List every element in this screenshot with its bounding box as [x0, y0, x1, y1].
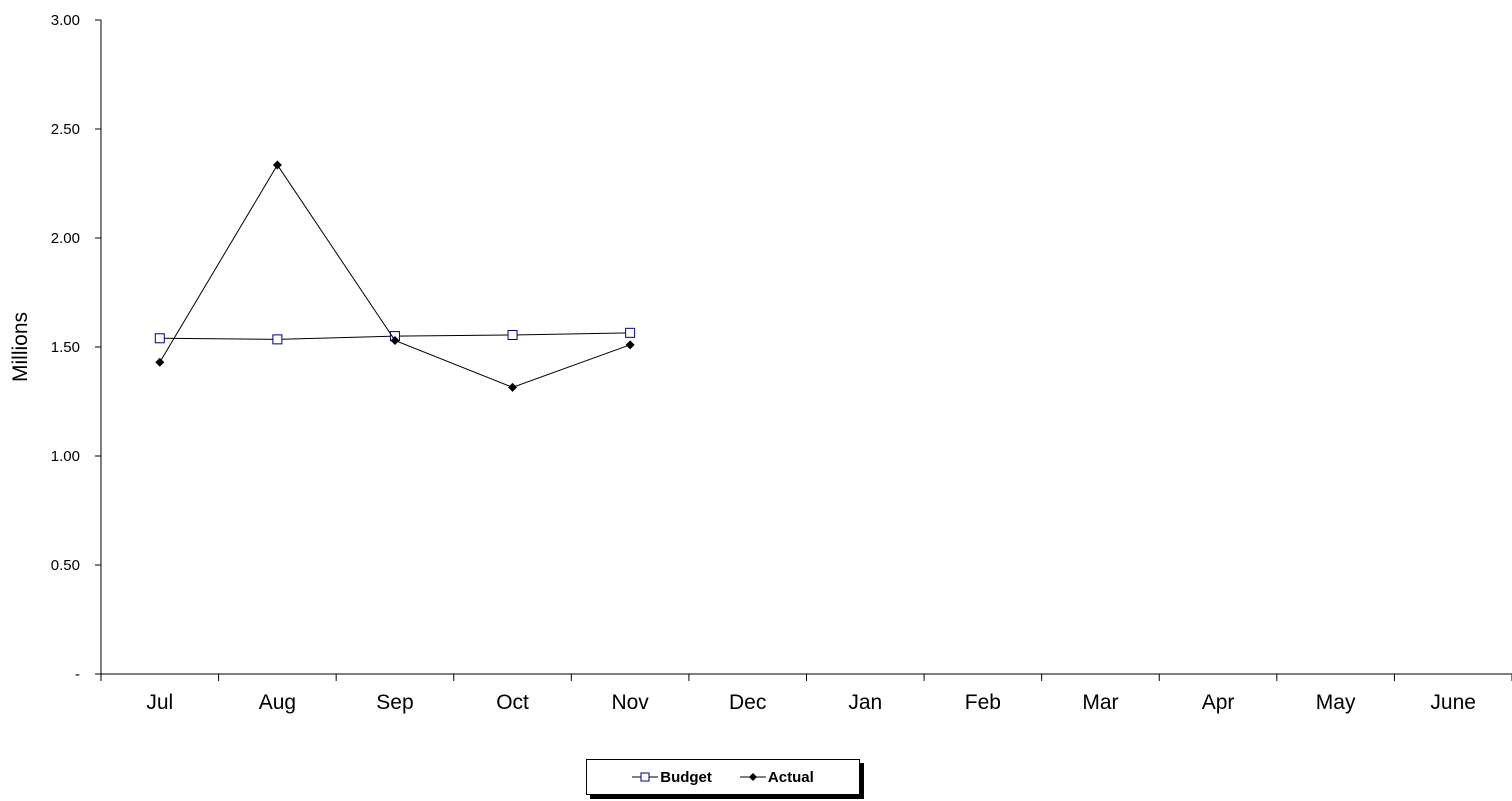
legend-item-budget: Budget [632, 769, 712, 786]
chart-axes [100, 20, 1512, 675]
data-point-budget [625, 327, 636, 338]
x-tick-label: Jul [146, 691, 173, 714]
data-point-budget [507, 330, 518, 341]
data-point-budget [154, 333, 165, 344]
legend-label-actual: Actual [767, 768, 814, 786]
y-tick-label: 1.00 [51, 448, 80, 465]
x-tick-label: Apr [1202, 691, 1235, 714]
data-point-actual [390, 335, 400, 345]
series-line-actual [159, 164, 631, 388]
data-point-actual [625, 340, 635, 350]
y-tick-label: 0.50 [51, 557, 80, 574]
data-point-actual [508, 382, 518, 392]
x-tick-label: Aug [259, 691, 296, 714]
x-axis-ticks: Jul Aug Sep Oct Nov Dec Jan Feb Mar Apr May June [100, 674, 1512, 714]
x-tick-label: Oct [496, 691, 529, 714]
x-tick-label: Nov [611, 691, 649, 714]
chart-legend: Budget Actual [586, 759, 860, 795]
legend-label-budget: Budget [660, 768, 712, 786]
data-point-budget [272, 334, 283, 345]
x-tick-label: Sep [376, 691, 413, 714]
data-point-actual [155, 357, 165, 367]
x-tick-label: Dec [729, 691, 766, 714]
y-tick-label: 1.50 [51, 339, 80, 356]
y-tick-label: 2.00 [51, 230, 80, 247]
data-point-actual [272, 160, 282, 170]
x-tick-label: May [1316, 691, 1356, 714]
x-tick-label: Jan [848, 691, 882, 714]
legend-item-actual: Actual [739, 768, 814, 786]
x-tick-label: Mar [1082, 691, 1118, 714]
y-tick-label: 2.50 [51, 121, 80, 138]
series-layer [154, 160, 636, 392]
y-tick-label: 3.00 [51, 12, 80, 29]
actual-legend-marker [739, 773, 766, 781]
x-tick-label: Feb [965, 691, 1001, 714]
y-axis-ticks: - 0.50 1.00 1.50 2.00 2.50 3.00 [51, 12, 101, 683]
y-axis-label: Millions [9, 312, 32, 382]
budget-legend-marker [632, 772, 659, 782]
y-tick-label: - [75, 666, 80, 683]
x-tick-label: June [1430, 691, 1476, 714]
